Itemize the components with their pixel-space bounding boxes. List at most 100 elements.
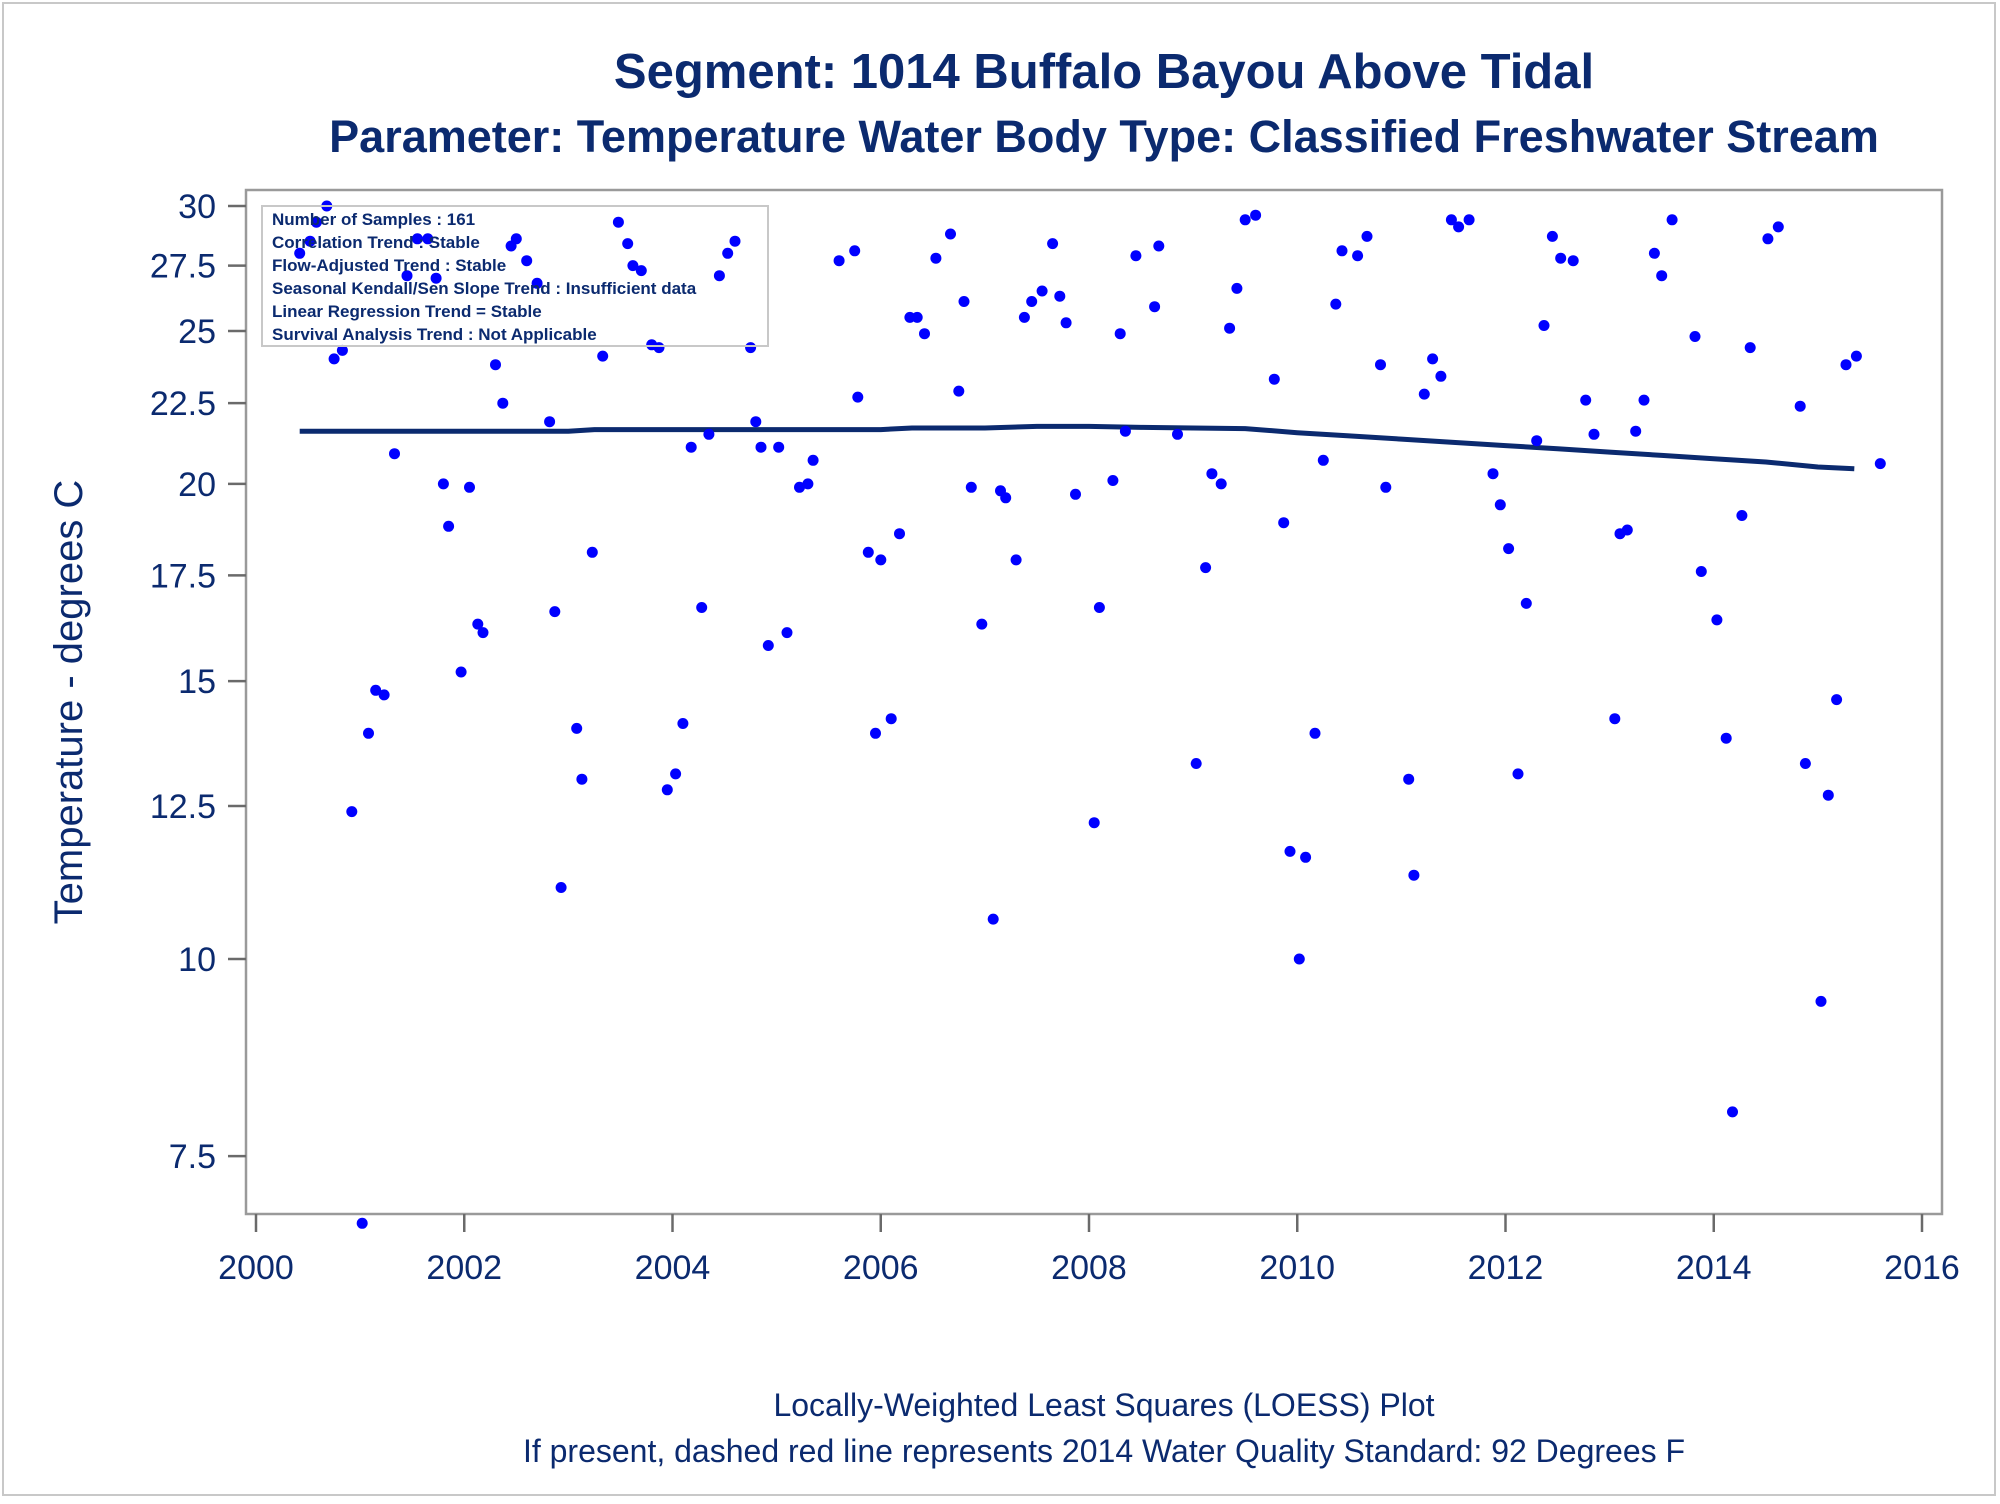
data-point [1727,1106,1738,1118]
data-point [965,481,977,493]
data-point [455,666,467,678]
data-point [310,216,322,228]
data-point [1114,328,1126,340]
data-point [1520,597,1532,609]
data-point [794,481,805,493]
data-point [1215,478,1227,490]
y-tick-label: 27.5 [150,248,216,286]
y-tick-label: 22.5 [150,385,216,423]
data-point [1093,602,1105,613]
data-point [976,618,988,630]
data-point [1588,428,1600,440]
data-point [1666,214,1678,226]
data-point [497,397,509,409]
data-point [1656,270,1668,282]
data-point [1309,727,1321,739]
data-point [437,478,449,490]
data-point [1538,320,1550,331]
data-point [356,1217,368,1229]
data-point [1060,317,1072,329]
data-point [722,247,734,259]
data-point [1153,240,1165,252]
y-axis-label: Temperature - degrees C [47,480,91,925]
data-point [635,265,647,277]
y-tick-label: 30 [178,188,216,226]
data-point [703,428,715,440]
data-point [1567,255,1579,267]
data-point [781,627,793,639]
data-point [1336,245,1348,257]
data-point [586,546,598,558]
points-group [294,200,1886,1229]
info-line-correlation: Correlation Trend : Stable [272,233,480,252]
info-line-flow-adjusted: Flow-Adjusted Trend : Stable [272,256,506,275]
data-point [1494,499,1506,511]
data-point [472,618,484,630]
data-point [1036,285,1048,297]
info-box: Number of Samples : 161 Correlation Tren… [261,205,769,347]
data-point [1762,233,1774,245]
x-tick-label: 2004 [635,1249,711,1287]
data-point [370,684,382,696]
data-point [807,454,819,466]
data-point [875,554,887,566]
data-point [653,342,665,354]
data-point [304,235,316,247]
data-point [1352,250,1364,262]
data-point [363,727,374,739]
x-axis: 2000 2002 2004 2006 2008 2010 2012 2014 2016 [218,1214,1960,1287]
data-point [1609,713,1621,725]
x-tick-label: 2012 [1468,1249,1544,1287]
data-point [1621,524,1633,536]
info-box-border [261,205,769,347]
data-point [833,255,845,267]
data-point [1744,342,1756,354]
data-point [1149,301,1161,313]
data-point [1403,773,1415,785]
data-point [571,722,583,734]
data-point [1130,250,1142,262]
data-point [1463,214,1475,226]
data-point [945,228,956,240]
data-point [1190,758,1202,769]
data-point [544,416,556,428]
data-point [1503,543,1515,555]
x-tick-label: 2016 [1884,1249,1960,1287]
data-point [1300,851,1312,863]
x-tick-label: 2002 [426,1249,502,1287]
data-point [1711,614,1723,626]
scatter-chart: Segment: 1014 Buffalo Bayou Above Tidal … [47,45,1960,1469]
data-point [1580,394,1592,406]
data-point [802,478,814,490]
data-point [1831,694,1843,706]
data-point [1555,252,1567,264]
data-point [627,260,639,272]
data-point [1278,517,1290,529]
data-point [755,441,767,453]
data-point [750,416,762,428]
data-point [1088,817,1100,829]
data-point [1531,435,1543,447]
data-point [862,546,874,558]
data-point [490,359,501,371]
data-point [1172,428,1183,440]
data-point [1200,562,1212,574]
info-line-linear-regression: Linear Regression Trend = Stable [272,302,542,321]
data-point [885,713,897,725]
data-point [1799,758,1811,769]
data-point [1239,214,1251,226]
data-point [1427,353,1439,365]
data-point [1231,282,1243,294]
chart-title: Segment: 1014 Buffalo Bayou Above Tidal [614,45,1594,99]
data-point [1445,214,1457,226]
footnote-standard: If present, dashed red line represents 2… [523,1433,1685,1469]
data-point [521,255,533,267]
data-point [773,441,785,453]
data-point [1815,995,1827,1007]
data-point [1107,475,1119,486]
data-point [531,277,543,289]
data-point [870,727,881,739]
data-point [696,602,708,613]
y-tick-label: 20 [178,466,216,504]
